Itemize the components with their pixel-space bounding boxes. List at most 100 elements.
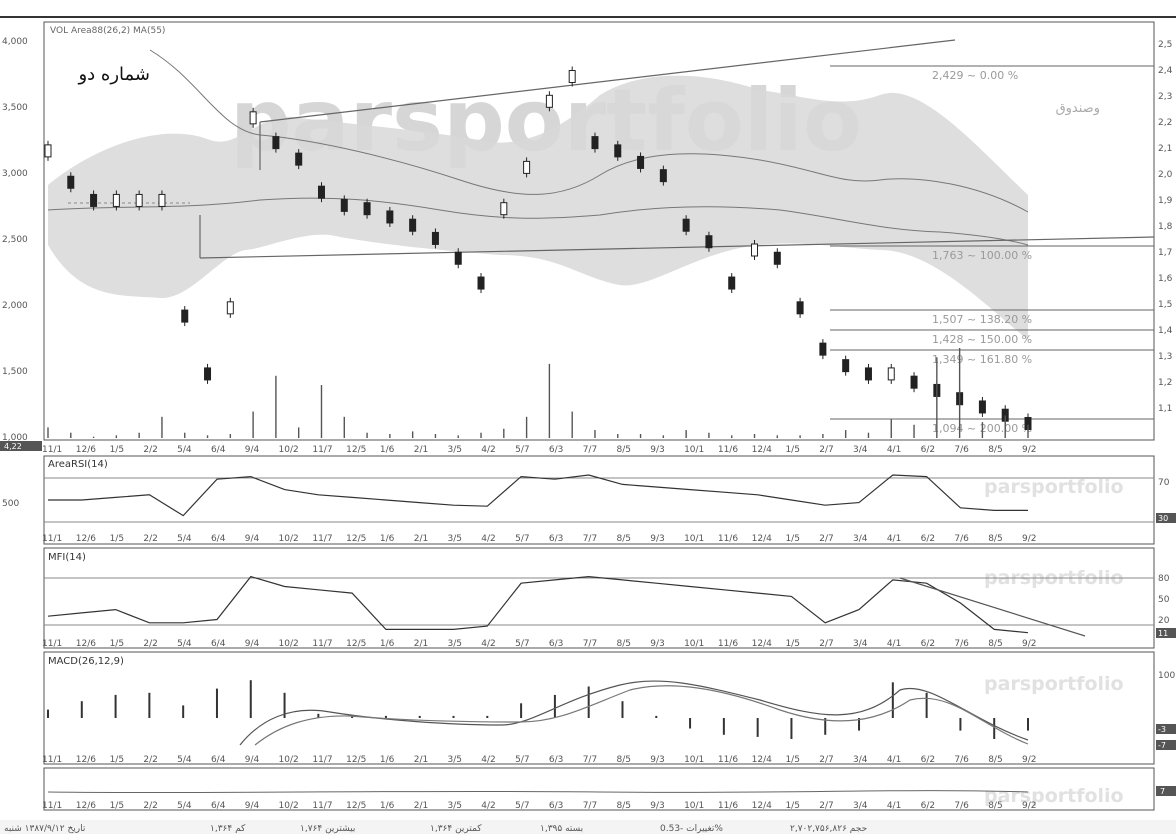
candle-body (181, 309, 189, 323)
x-tick-label: 9/2 (1022, 639, 1036, 649)
x-tick-label: 4/2 (481, 534, 495, 544)
candle-body (568, 70, 576, 84)
x-tick-label: 11/7 (312, 801, 332, 811)
x-tick-label: 2/7 (819, 534, 833, 544)
x-tick-label: 5/7 (515, 801, 529, 811)
right-axis-label: 1,6 (1158, 274, 1173, 284)
candle-body (819, 342, 827, 356)
x-tick-label: 12/6 (76, 639, 96, 649)
x-tick-label: 7/7 (583, 639, 597, 649)
x-tick-label: 5/4 (177, 445, 192, 455)
extra-watermark: parsportfolio (984, 785, 1124, 807)
right-axis-label: 2,0 (1158, 170, 1173, 180)
x-tick-label: 1/5 (785, 534, 799, 544)
mfi-level-label-80: 80 (1158, 574, 1170, 584)
x-tick-label: 5/4 (177, 534, 192, 544)
left-axis-label: 500 (2, 499, 19, 509)
x-tick-label: 6/3 (549, 801, 563, 811)
left-value-box (0, 441, 42, 451)
x-tick-label: 2/1 (414, 755, 428, 765)
x-tick-label: 8/5 (988, 534, 1002, 544)
macd-right-label-2: -7 (1158, 741, 1166, 750)
rsi-title: AreaRSI(14) (48, 459, 108, 470)
fib-label: 1,507 ~ 138.20 % (932, 313, 1032, 326)
x-tick-label: 1/5 (785, 755, 799, 765)
x-tick-label: 8/5 (988, 801, 1002, 811)
candle-body (705, 235, 713, 249)
x-tick-label: 11/7 (312, 534, 332, 544)
x-tick-label: 10/1 (684, 755, 704, 765)
x-tick-label: 5/7 (515, 445, 529, 455)
rsi-level-label-70: 70 (1158, 478, 1170, 488)
candle-body (135, 193, 143, 207)
x-tick-label: 10/2 (279, 755, 299, 765)
x-tick-label: 11/6 (718, 755, 738, 765)
x-tick-label: 1/5 (110, 801, 124, 811)
x-tick-label: 2/2 (143, 755, 157, 765)
candle-body (978, 400, 986, 414)
fib-label: 2,429 ~ 0.00 % (932, 69, 1018, 82)
extra-right-label: 7 (1160, 787, 1165, 796)
candle-body (477, 276, 485, 290)
x-tick-label: 10/2 (279, 639, 299, 649)
left-axis-label: 3,000 (2, 169, 28, 179)
x-tick-label: 2/7 (819, 801, 833, 811)
x-axis-extra: 11/1 12/6 1/5 2/2 5/4 6/4 9/4 10/2 11/7 12/5 1/6 2/… (42, 801, 1036, 811)
x-tick-label: 6/2 (921, 755, 935, 765)
x-tick-label: 8/5 (616, 534, 630, 544)
x-tick-label: 12/5 (346, 445, 366, 455)
status-date: تاریخ ۱۳۸۷/۹/۱۲ شنبه (4, 824, 86, 834)
right-axis-label: 1,8 (1158, 222, 1173, 232)
right-axis-label: 2,1 (1158, 144, 1172, 154)
x-tick-label: 7/6 (954, 445, 969, 455)
candle-body (637, 155, 645, 169)
x-tick-label: 6/3 (549, 755, 563, 765)
x-tick-label: 10/2 (279, 801, 299, 811)
macd-line (239, 680, 1029, 746)
persian-title: شماره دو (77, 64, 150, 85)
x-tick-label: 7/6 (954, 639, 969, 649)
x-tick-label: 1/5 (110, 534, 124, 544)
x-tick-label: 2/1 (414, 534, 428, 544)
candle-body (614, 144, 622, 158)
right-axis-label: 1,3 (1158, 352, 1172, 362)
candles (44, 66, 1032, 434)
x-tick-label: 10/2 (279, 534, 299, 544)
x-tick-label: 9/3 (650, 445, 664, 455)
x-tick-label: 11/1 (42, 801, 62, 811)
mfi-panel: MFI(14) parsportfolio 11/1 12/6 1/5 2/2 5/4 6… (42, 547, 1176, 649)
x-tick-label: 2/1 (414, 639, 428, 649)
status-bg (0, 820, 1176, 834)
rsi-watermark: parsportfolio (984, 476, 1124, 498)
x-tick-label: 1/6 (380, 639, 395, 649)
x-tick-label: 6/2 (921, 639, 935, 649)
x-tick-label: 6/2 (921, 801, 935, 811)
x-tick-label: 2/2 (143, 801, 157, 811)
x-tick-label: 4/2 (481, 755, 495, 765)
x-tick-label: 7/7 (583, 755, 597, 765)
x-tick-label: 9/4 (245, 801, 260, 811)
macd-title: MACD(26,12,9) (48, 656, 124, 667)
right-axis-label: 2,2 (1158, 118, 1172, 128)
x-tick-label: 9/2 (1022, 801, 1036, 811)
macd-signal (254, 685, 1029, 746)
x-tick-label: 11/7 (312, 445, 332, 455)
x-tick-label: 5/4 (177, 755, 192, 765)
x-tick-label: 9/2 (1022, 445, 1036, 455)
x-tick-label: 6/3 (549, 639, 563, 649)
x-tick-label: 5/7 (515, 639, 529, 649)
x-tick-label: 1/5 (785, 445, 799, 455)
x-tick-label: 1/6 (380, 445, 395, 455)
x-tick-label: 5/7 (515, 755, 529, 765)
right-axis-label: 2,4 (1158, 66, 1173, 76)
x-tick-label: 1/6 (380, 755, 395, 765)
left-value-box-text: 4,22 (4, 442, 22, 451)
x-tick-label: 8/5 (616, 445, 630, 455)
x-tick-label: 2/7 (819, 755, 833, 765)
x-tick-label: 11/7 (312, 639, 332, 649)
macd-histogram (47, 680, 1029, 739)
x-axis-macd: 11/1 12/6 1/5 2/2 5/4 6/4 9/4 10/2 11/7 12/5 1/6 2/… (42, 755, 1036, 765)
left-axis: 4,000 3,500 3,000 2,500 2,000 1,500 1,000 500 (2, 37, 28, 509)
x-tick-label: 1/5 (785, 801, 799, 811)
